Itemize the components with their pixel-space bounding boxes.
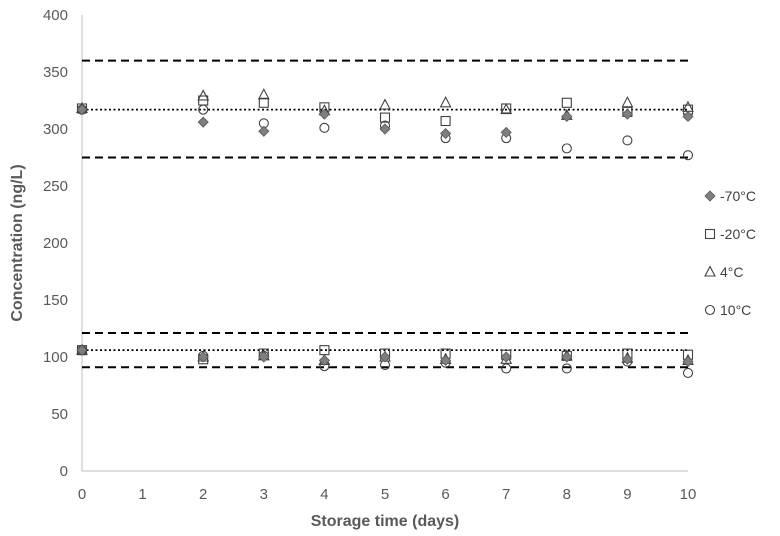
legend-label: -20°C	[720, 226, 756, 242]
x-tick-labels: 0 1 2 3 4 5 6 7 8 9 10	[78, 486, 697, 503]
data-point-diamond	[379, 351, 391, 363]
data-point-diamond	[76, 104, 88, 116]
data-point-diamond	[561, 351, 573, 363]
legend: -70°C -20°C 4°C 10°C	[704, 188, 756, 318]
data-point-diamond	[379, 123, 391, 135]
y-tick-label: 0	[60, 463, 68, 480]
data-point-triangle	[379, 98, 391, 110]
y-tick-label: 150	[43, 292, 68, 309]
y-tick-labels: 0 50 100 150 200 250 300 350 400	[43, 7, 68, 480]
data-point-triangle	[500, 102, 513, 115]
data-point-diamond	[561, 110, 573, 123]
data-point-triangle	[257, 88, 270, 100]
x-tick-label: 6	[441, 486, 449, 503]
data-points	[76, 88, 694, 379]
data-point-square	[258, 97, 269, 108]
data-point-square	[501, 103, 512, 114]
y-tick-label: 200	[43, 235, 68, 252]
data-point-circle	[561, 363, 572, 374]
data-point-diamond	[318, 354, 330, 366]
x-tick-label: 0	[78, 486, 86, 503]
axes	[81, 15, 688, 472]
x-tick-label: 8	[563, 486, 571, 503]
data-point-diamond	[440, 354, 452, 366]
data-point-triangle	[439, 96, 452, 108]
x-axis-title: Storage time (days)	[311, 513, 459, 530]
data-point-diamond	[258, 351, 270, 363]
data-point-diamond	[440, 127, 452, 140]
legend-marker-triangle	[704, 265, 716, 277]
x-tick-label: 7	[502, 486, 510, 503]
y-tick-label: 100	[43, 349, 68, 366]
data-point-circle	[319, 122, 330, 133]
x-tick-label: 3	[260, 486, 268, 503]
x-tick-label: 2	[199, 486, 207, 503]
x-tick-label: 1	[138, 486, 146, 503]
data-point-diamond	[500, 126, 512, 138]
data-point-circle	[622, 135, 633, 146]
data-point-circle	[682, 150, 694, 161]
legend-marker-square	[704, 228, 716, 240]
legend-label: 4°C	[720, 264, 744, 280]
reference-lines	[82, 59, 688, 369]
data-point-diamond	[197, 116, 209, 128]
data-point-diamond	[318, 108, 330, 120]
data-point-circle	[561, 143, 572, 154]
data-point-diamond	[258, 125, 270, 137]
data-point-diamond	[621, 108, 633, 120]
data-point-square	[379, 112, 391, 123]
y-tick-label: 350	[43, 64, 68, 81]
data-point-diamond	[197, 351, 209, 363]
x-tick-label: 4	[320, 486, 328, 503]
y-tick-label: 300	[43, 121, 68, 138]
data-point-triangle	[621, 96, 634, 108]
x-tick-label: 5	[381, 486, 389, 503]
legend-label: -70°C	[720, 188, 756, 204]
data-point-triangle	[197, 89, 210, 101]
data-point-diamond	[76, 344, 88, 356]
y-tick-label: 400	[43, 7, 68, 24]
data-point-circle	[682, 367, 694, 379]
y-axis-title: Concentration (ng/L)	[9, 164, 26, 321]
x-tick-label: 9	[623, 486, 631, 503]
data-point-diamond	[500, 351, 512, 363]
data-point-diamond	[682, 355, 694, 368]
y-tick-label: 50	[51, 406, 68, 423]
legend-marker-circle	[704, 304, 716, 316]
data-point-triangle	[682, 100, 694, 112]
legend-marker-diamond	[704, 190, 716, 202]
y-tick-label: 250	[43, 178, 68, 195]
legend-label: 10°C	[720, 302, 751, 318]
data-point-square	[440, 115, 451, 127]
data-point-circle	[198, 104, 209, 115]
data-point-diamond	[621, 353, 633, 365]
data-point-square	[561, 97, 572, 108]
data-point-diamond	[682, 110, 694, 123]
data-point-circle	[501, 363, 512, 374]
x-tick-label: 10	[680, 486, 697, 503]
